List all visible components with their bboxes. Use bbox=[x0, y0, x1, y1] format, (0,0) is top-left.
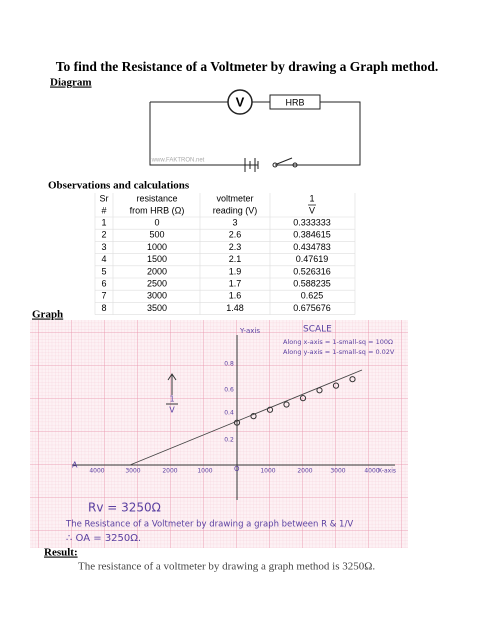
column-header: 1 bbox=[309, 193, 314, 203]
scale-title: SCALE bbox=[303, 325, 332, 335]
x-tick-label: 2000 bbox=[162, 468, 177, 475]
cell: 2 bbox=[101, 230, 106, 240]
cell: 0.434783 bbox=[293, 242, 331, 252]
cell: 1.7 bbox=[229, 278, 242, 288]
axes bbox=[72, 335, 395, 500]
x-tick-label: 3000 bbox=[125, 468, 140, 475]
data-point bbox=[266, 406, 274, 413]
x-tick-label: 4000 bbox=[364, 468, 379, 475]
column-header: reading (V) bbox=[213, 205, 258, 215]
circuit bbox=[149, 89, 361, 172]
y-tick-label: 0.8 bbox=[224, 361, 234, 368]
data-point bbox=[233, 419, 241, 426]
cell: 2500 bbox=[147, 278, 167, 288]
cell: 7 bbox=[101, 291, 106, 301]
result-heading: Result: bbox=[44, 547, 78, 559]
cell: 3500 bbox=[147, 303, 167, 313]
cell: 6 bbox=[101, 278, 106, 288]
cell: 8 bbox=[101, 303, 106, 313]
cell: 3000 bbox=[147, 291, 167, 301]
cell: 2.1 bbox=[229, 254, 242, 264]
cell: 0.588235 bbox=[293, 278, 331, 288]
column-header: voltmeter bbox=[216, 193, 253, 203]
cell: 0.384615 bbox=[293, 230, 331, 240]
conclusion: ∴ OA = 3250Ω. bbox=[66, 533, 141, 544]
cell: 500 bbox=[149, 230, 164, 240]
x-tick-label: 2000 bbox=[297, 468, 312, 475]
cell: 3 bbox=[232, 217, 237, 227]
table: Sr # resistance from HRB (Ω) voltmeter readin… bbox=[94, 193, 356, 315]
x-tick-label: 3000 bbox=[330, 468, 345, 475]
y-axis-label: Y-axis bbox=[239, 327, 260, 335]
data-point bbox=[283, 401, 290, 408]
cell: 2.6 bbox=[229, 230, 242, 240]
graph-grid bbox=[30, 320, 408, 548]
column-header: resistance bbox=[136, 193, 177, 203]
column-header: V bbox=[309, 205, 315, 215]
scale-x: Along x-axis = 1-small-sq = 100Ω bbox=[283, 338, 393, 346]
x-axis-label: X-axis bbox=[378, 468, 396, 475]
cell: 2000 bbox=[147, 266, 167, 276]
cell: 1.6 bbox=[229, 291, 242, 301]
graph: 4000 3000 2000 1000 1000 2000 3000 4000 0.2 0.4 0.… bbox=[30, 320, 408, 548]
y-tick-label: 0.2 bbox=[224, 437, 234, 444]
origin-label: O bbox=[234, 465, 240, 473]
note: The Resistance of a Voltmeter by drawing… bbox=[65, 520, 353, 530]
title: To find the Resistance of a Voltmeter by… bbox=[56, 59, 439, 74]
scale-y: Along y-axis = 1-small-sq = 0.02V bbox=[283, 348, 395, 356]
intercept-label: A bbox=[72, 461, 78, 470]
cell: 2.3 bbox=[229, 242, 242, 252]
data-point bbox=[299, 395, 307, 402]
column-header: from HRB (Ω) bbox=[130, 205, 185, 215]
cell: 1.48 bbox=[226, 303, 244, 313]
resistor-label: HRB bbox=[285, 97, 304, 107]
data-point bbox=[332, 382, 340, 389]
cell: 1.9 bbox=[229, 266, 242, 276]
rv: Rv = 3250Ω bbox=[88, 501, 161, 515]
cell: 0.47619 bbox=[296, 254, 329, 264]
cell: 1500 bbox=[147, 254, 167, 264]
column-header: Sr bbox=[100, 193, 109, 203]
axis-quantity-den: V bbox=[169, 406, 175, 415]
x-tick-label: 4000 bbox=[89, 468, 104, 475]
voltmeter-label: V bbox=[236, 94, 245, 109]
axis-quantity-num: 1 bbox=[169, 395, 174, 404]
cell: 5 bbox=[101, 266, 106, 276]
column-header: # bbox=[101, 205, 106, 215]
data-point bbox=[316, 387, 323, 394]
y-tick-label: 0.6 bbox=[224, 387, 234, 394]
cell: 0 bbox=[154, 217, 159, 227]
cell: 4 bbox=[101, 254, 106, 264]
x-tick-label: 1000 bbox=[260, 468, 275, 475]
cell: 0.625 bbox=[301, 291, 324, 301]
cell: 1 bbox=[101, 217, 106, 227]
cell: 3 bbox=[101, 242, 106, 252]
cell: 0.526316 bbox=[293, 266, 331, 276]
best-fit-line bbox=[129, 369, 363, 466]
cell: 1000 bbox=[147, 242, 167, 252]
observations-heading: Observations and calculations bbox=[48, 180, 190, 192]
graph-heading: Graph bbox=[32, 309, 63, 321]
y-tick-label: 0.4 bbox=[224, 410, 234, 417]
data-point bbox=[250, 413, 257, 420]
data-point bbox=[349, 376, 356, 383]
diagram-heading: Diagram bbox=[50, 77, 92, 89]
cell: 0.675676 bbox=[293, 303, 331, 313]
cell: 0.333333 bbox=[293, 217, 331, 227]
watermark: www.FAKTRON.net bbox=[151, 158, 205, 164]
x-tick-label: 1000 bbox=[197, 468, 212, 475]
result-text: The resistance of a voltmeter by drawing… bbox=[78, 561, 375, 573]
arrow bbox=[167, 373, 177, 395]
